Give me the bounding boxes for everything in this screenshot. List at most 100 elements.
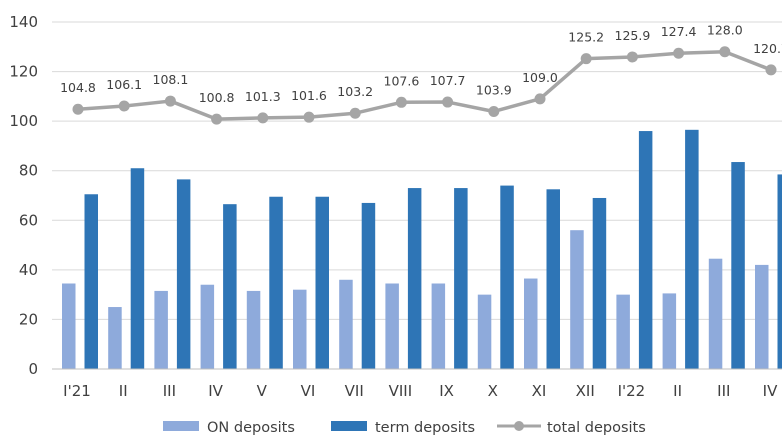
bar-on-deposits bbox=[616, 295, 630, 369]
data-label: 107.6 bbox=[384, 73, 420, 88]
legend-label: ON deposits bbox=[207, 420, 295, 436]
total-deposits-point bbox=[119, 101, 130, 112]
bar-term-deposits bbox=[593, 198, 607, 369]
legend-swatch bbox=[331, 421, 367, 431]
bar-term-deposits bbox=[685, 130, 699, 369]
x-tick-label: IV bbox=[763, 382, 778, 400]
x-tick-label: X bbox=[488, 382, 498, 400]
data-label: 109.0 bbox=[522, 70, 558, 85]
total-deposits-point bbox=[304, 112, 315, 123]
x-axis: I'21 II III IV V VI VII VIII IX X XI XII I'22 II III IV bbox=[52, 369, 782, 400]
legend-label: total deposits bbox=[547, 420, 646, 436]
data-labels: 104.8 106.1 108.1 100.8 101.3 101.6 103.2 107.6… bbox=[60, 23, 782, 105]
y-tick-label: 60 bbox=[19, 211, 38, 229]
total-deposits-point bbox=[488, 106, 499, 117]
total-deposits-point bbox=[581, 53, 592, 64]
data-label: 108.1 bbox=[153, 72, 189, 87]
bar-term-deposits bbox=[454, 188, 468, 369]
bar-on-deposits bbox=[385, 283, 399, 369]
data-label: 107.7 bbox=[430, 73, 466, 88]
total-deposits-point bbox=[766, 64, 777, 75]
y-axis: 0 20 40 60 80 100 120 140 bbox=[9, 13, 38, 378]
bar-term-deposits bbox=[547, 189, 561, 369]
x-tick-label: I'22 bbox=[618, 382, 646, 400]
total-deposits-point bbox=[211, 114, 222, 125]
bar-on-deposits bbox=[570, 230, 584, 369]
bar-on-deposits bbox=[247, 291, 260, 369]
data-label: 128.0 bbox=[707, 23, 743, 38]
bar-on-deposits bbox=[432, 283, 446, 369]
x-tick-label: II bbox=[673, 382, 682, 400]
total-deposits-point bbox=[673, 48, 684, 59]
bar-term-deposits bbox=[639, 131, 653, 369]
x-tick-label: V bbox=[257, 382, 268, 400]
data-label: 104.8 bbox=[60, 80, 96, 95]
data-label: 127.4 bbox=[661, 24, 697, 39]
bar-term-deposits bbox=[85, 194, 99, 369]
bar-on-deposits bbox=[154, 291, 168, 369]
total-deposits-point bbox=[73, 104, 84, 115]
x-tick-label: XI bbox=[532, 382, 547, 400]
bar-term-deposits bbox=[223, 204, 237, 369]
bar-term-deposits bbox=[269, 197, 283, 369]
y-tick-label: 0 bbox=[28, 360, 38, 378]
total-deposits-point bbox=[535, 93, 546, 104]
bar-term-deposits bbox=[778, 174, 782, 369]
bar-term-deposits bbox=[316, 197, 330, 369]
data-label: 100.8 bbox=[199, 90, 235, 105]
x-tick-label: IX bbox=[439, 382, 454, 400]
bar-on-deposits bbox=[201, 285, 215, 369]
bar-on-deposits bbox=[524, 279, 538, 369]
x-tick-label: IV bbox=[208, 382, 223, 400]
x-tick-label: XII bbox=[576, 382, 595, 400]
data-label: 101.6 bbox=[291, 88, 327, 103]
y-tick-label: 80 bbox=[19, 162, 38, 180]
y-tick-label: 40 bbox=[19, 261, 38, 279]
bar-term-deposits bbox=[177, 179, 191, 369]
data-label: 106.1 bbox=[106, 77, 142, 92]
x-tick-label: VI bbox=[301, 382, 316, 400]
total-deposits-point bbox=[396, 97, 407, 108]
bar-on-deposits bbox=[478, 295, 492, 369]
total-deposits-point bbox=[257, 112, 268, 123]
legend: ON deposits term deposits total deposits bbox=[163, 420, 646, 436]
legend-label: term deposits bbox=[375, 420, 475, 436]
total-deposits-point bbox=[719, 46, 730, 57]
x-tick-label: I'21 bbox=[63, 382, 91, 400]
bar-term-deposits bbox=[408, 188, 422, 369]
bar-on-deposits bbox=[339, 280, 353, 369]
x-tick-label: III bbox=[717, 382, 730, 400]
bar-term-deposits bbox=[362, 203, 376, 369]
y-tick-label: 120 bbox=[9, 63, 38, 81]
bar-marks bbox=[62, 130, 782, 369]
total-deposits-point bbox=[165, 96, 176, 107]
y-tick-label: 140 bbox=[9, 13, 38, 31]
bar-term-deposits bbox=[500, 186, 514, 369]
x-tick-label: VIII bbox=[389, 382, 413, 400]
data-label: 125.9 bbox=[615, 28, 651, 43]
bar-term-deposits bbox=[131, 168, 145, 369]
x-tick-label: VII bbox=[345, 382, 364, 400]
bar-on-deposits bbox=[663, 293, 677, 369]
data-label: 103.9 bbox=[476, 82, 512, 97]
data-label: 101.3 bbox=[245, 89, 281, 104]
bar-on-deposits bbox=[108, 307, 122, 369]
legend-swatch bbox=[163, 421, 199, 431]
x-tick-label: II bbox=[119, 382, 128, 400]
bar-on-deposits bbox=[293, 290, 307, 369]
bar-term-deposits bbox=[731, 162, 745, 369]
total-deposits-point bbox=[442, 97, 453, 108]
total-deposits-point bbox=[627, 51, 638, 62]
y-tick-label: 20 bbox=[19, 310, 38, 328]
total-deposits-point bbox=[350, 108, 361, 119]
bar-on-deposits bbox=[62, 283, 76, 369]
data-label: 125.2 bbox=[568, 30, 604, 45]
legend-marker bbox=[514, 421, 524, 431]
y-tick-label: 100 bbox=[9, 112, 38, 130]
data-label: 103.2 bbox=[337, 84, 373, 99]
bar-on-deposits bbox=[709, 259, 723, 369]
data-label: 120.7 bbox=[753, 41, 782, 56]
bar-on-deposits bbox=[755, 265, 769, 369]
x-tick-label: III bbox=[163, 382, 176, 400]
